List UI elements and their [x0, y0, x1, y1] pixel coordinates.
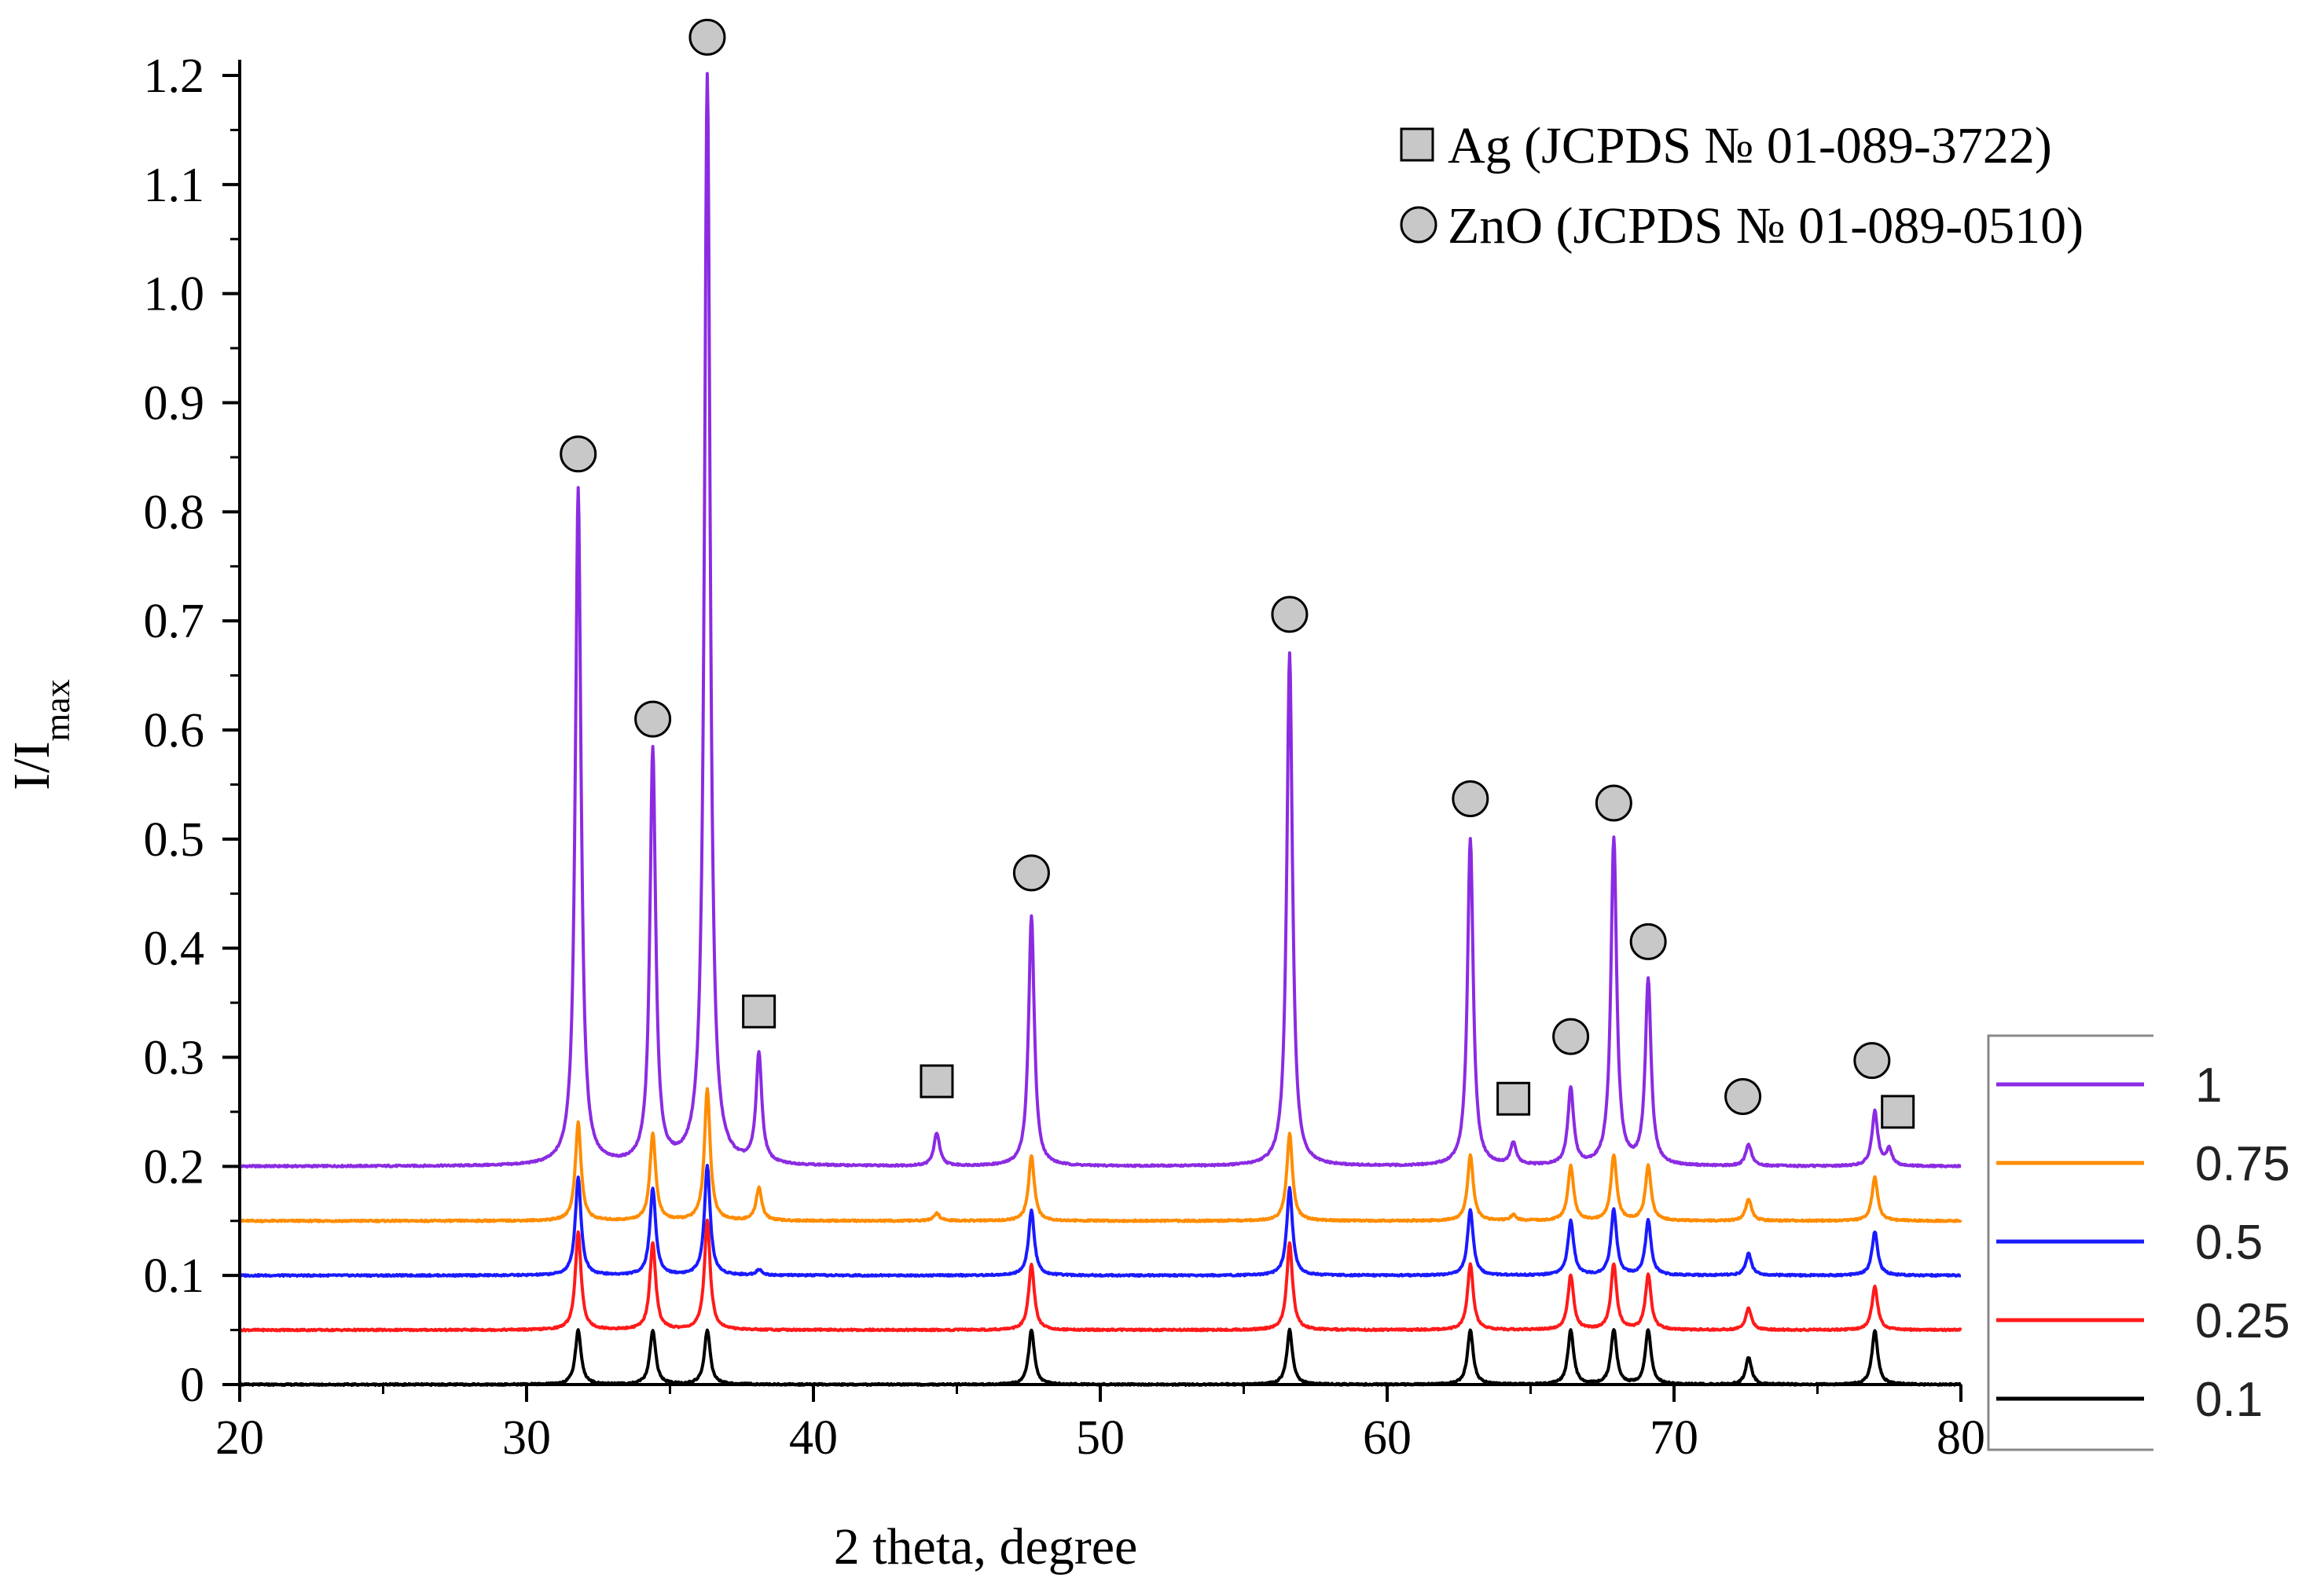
series-line-0_5	[238, 1164, 1962, 1278]
y-tick-label: 1.1	[144, 159, 205, 212]
x-tick-label: 50	[1076, 1411, 1125, 1465]
phase-legend-circle-icon	[1400, 206, 1437, 244]
zno-marker-circle	[1012, 854, 1050, 892]
zno-marker-circle	[1629, 923, 1667, 960]
y-tick-label: 0.6	[144, 704, 205, 757]
y-tick-label: 0.7	[144, 595, 205, 648]
zno-marker-circle	[1595, 784, 1632, 822]
ag-marker-square	[1881, 1095, 1915, 1129]
axes: 20 30 40 50 60 70 80 0 0.1 0.2 0.3 0.4 0.5 0.6 0.7 0.8 0…	[144, 50, 1986, 1465]
y-tick-label: 1.2	[144, 50, 205, 103]
series-legend-label: 0.5	[2195, 1216, 2263, 1270]
zno-marker-circle	[688, 18, 726, 56]
y-tick-label: 0.8	[144, 486, 205, 539]
zno-marker-circle	[560, 435, 597, 473]
series-line-0_75	[238, 1087, 1962, 1223]
phase-legend-label: ZnO (JCPDS № 01-089-0510)	[1448, 197, 2084, 255]
x-tick-label: 20	[215, 1411, 264, 1465]
series-line-1	[238, 72, 1962, 1169]
zno-marker-circle	[1853, 1042, 1891, 1080]
y-tick-label: 0.9	[144, 377, 205, 431]
ag-marker-square	[920, 1064, 954, 1099]
y-tick-label: 0.5	[144, 813, 205, 867]
series-legend-label: 1	[2195, 1058, 2222, 1113]
phase-legend-label: Ag (JCPDS № 01-089-3722)	[1448, 117, 2052, 174]
y-tick-label: 0.2	[144, 1140, 205, 1194]
x-tick-label: 30	[502, 1411, 551, 1465]
y-tick-label: 0.4	[144, 923, 205, 976]
y-axis-title: I/Imax	[3, 679, 77, 790]
zno-marker-circle	[634, 700, 672, 738]
phase-legend: Ag (JCPDS № 01-089-3722) ZnO (JCPDS № 01-…	[1400, 117, 2084, 255]
y-tick-label: 0	[180, 1359, 204, 1412]
phase-markers	[560, 18, 1915, 1129]
x-axis-title: 2 theta, degree	[834, 1518, 1138, 1575]
series-legend-label: 0.75	[2195, 1137, 2290, 1191]
x-tick-label: 40	[789, 1411, 838, 1465]
zno-marker-circle	[1724, 1077, 1762, 1115]
y-tick-label: 1.0	[144, 268, 205, 321]
ag-marker-square	[742, 994, 777, 1029]
ag-marker-square	[1496, 1081, 1531, 1116]
phase-legend-square-icon	[1400, 127, 1434, 162]
x-tick-label: 70	[1650, 1411, 1698, 1465]
series-legend-label: 0.1	[2195, 1373, 2263, 1427]
y-tick-label: 0.1	[144, 1249, 205, 1303]
series-line-0_1	[238, 1327, 1962, 1387]
x-tick-label: 60	[1363, 1411, 1412, 1465]
series-legend: 1 0.75 0.5 0.25 0.1	[1987, 1034, 2290, 1451]
series-legend-frame	[1987, 1034, 2153, 1451]
x-tick-label: 80	[1937, 1411, 1985, 1465]
zno-marker-circle	[1271, 596, 1309, 633]
y-tick-label: 0.3	[144, 1032, 205, 1085]
series-line-0_25	[238, 1218, 1962, 1333]
zno-marker-circle	[1552, 1018, 1590, 1055]
curves-layer	[238, 72, 1962, 1387]
zno-marker-circle	[1452, 779, 1489, 817]
series-legend-label: 0.25	[2195, 1294, 2290, 1348]
